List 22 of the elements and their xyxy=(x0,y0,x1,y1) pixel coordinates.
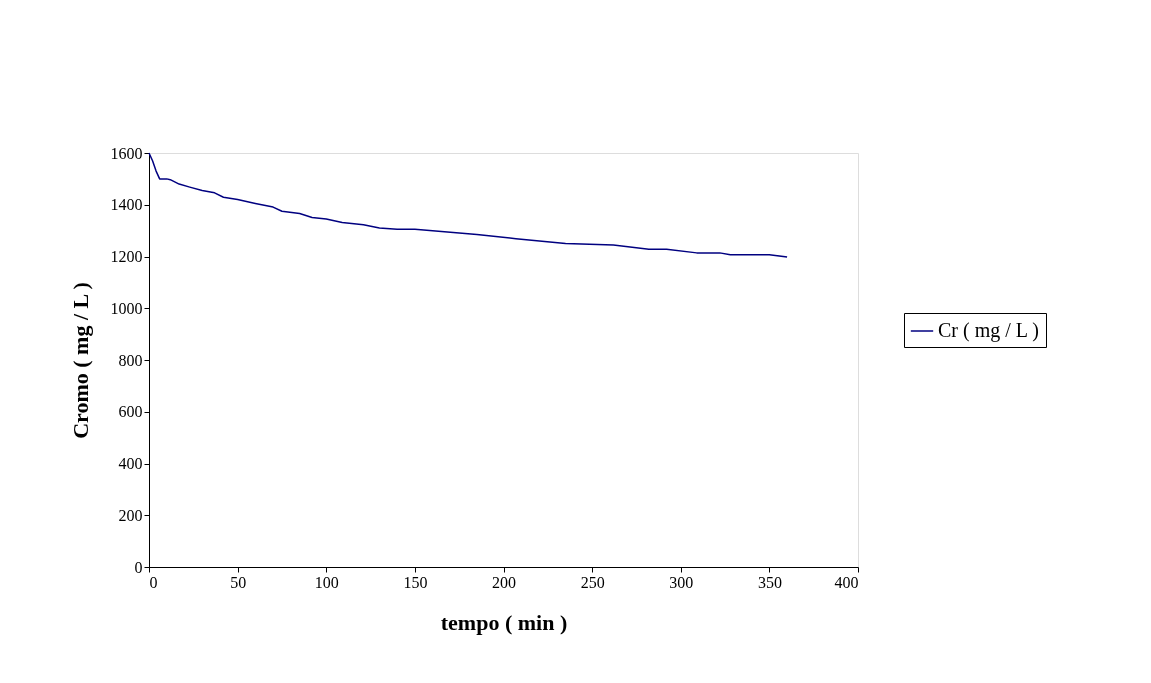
y-tick-label: 1000 xyxy=(110,299,143,317)
y-tick-label: 1600 xyxy=(110,144,143,162)
x-tick-label: 50 xyxy=(230,573,247,591)
x-tick-label: 0 xyxy=(149,573,158,591)
y-tick-label: 1400 xyxy=(110,196,143,214)
x-tick-label: 100 xyxy=(314,573,339,591)
y-tick-label: 1200 xyxy=(110,248,143,265)
y-tick-label: 800 xyxy=(118,351,143,369)
y-tick-label: 400 xyxy=(118,455,143,472)
x-tick-label: 150 xyxy=(403,573,428,591)
x-tick-label: 400 xyxy=(834,573,859,591)
y-axis-title: Cromo ( mg / L ) xyxy=(67,282,93,439)
x-tick-label: 200 xyxy=(492,573,516,591)
x-tick-label: 250 xyxy=(580,573,605,591)
y-tick-label: 200 xyxy=(118,506,143,524)
x-tick-label: 300 xyxy=(669,573,694,591)
line-series xyxy=(148,152,788,258)
y-tick-label: 0 xyxy=(134,558,143,576)
x-tick-label: 350 xyxy=(757,573,782,591)
x-axis-title: tempo ( min ) xyxy=(440,609,568,635)
y-tick-label: 600 xyxy=(118,403,143,421)
legend-label: Cr ( mg / L ) xyxy=(938,319,1039,342)
